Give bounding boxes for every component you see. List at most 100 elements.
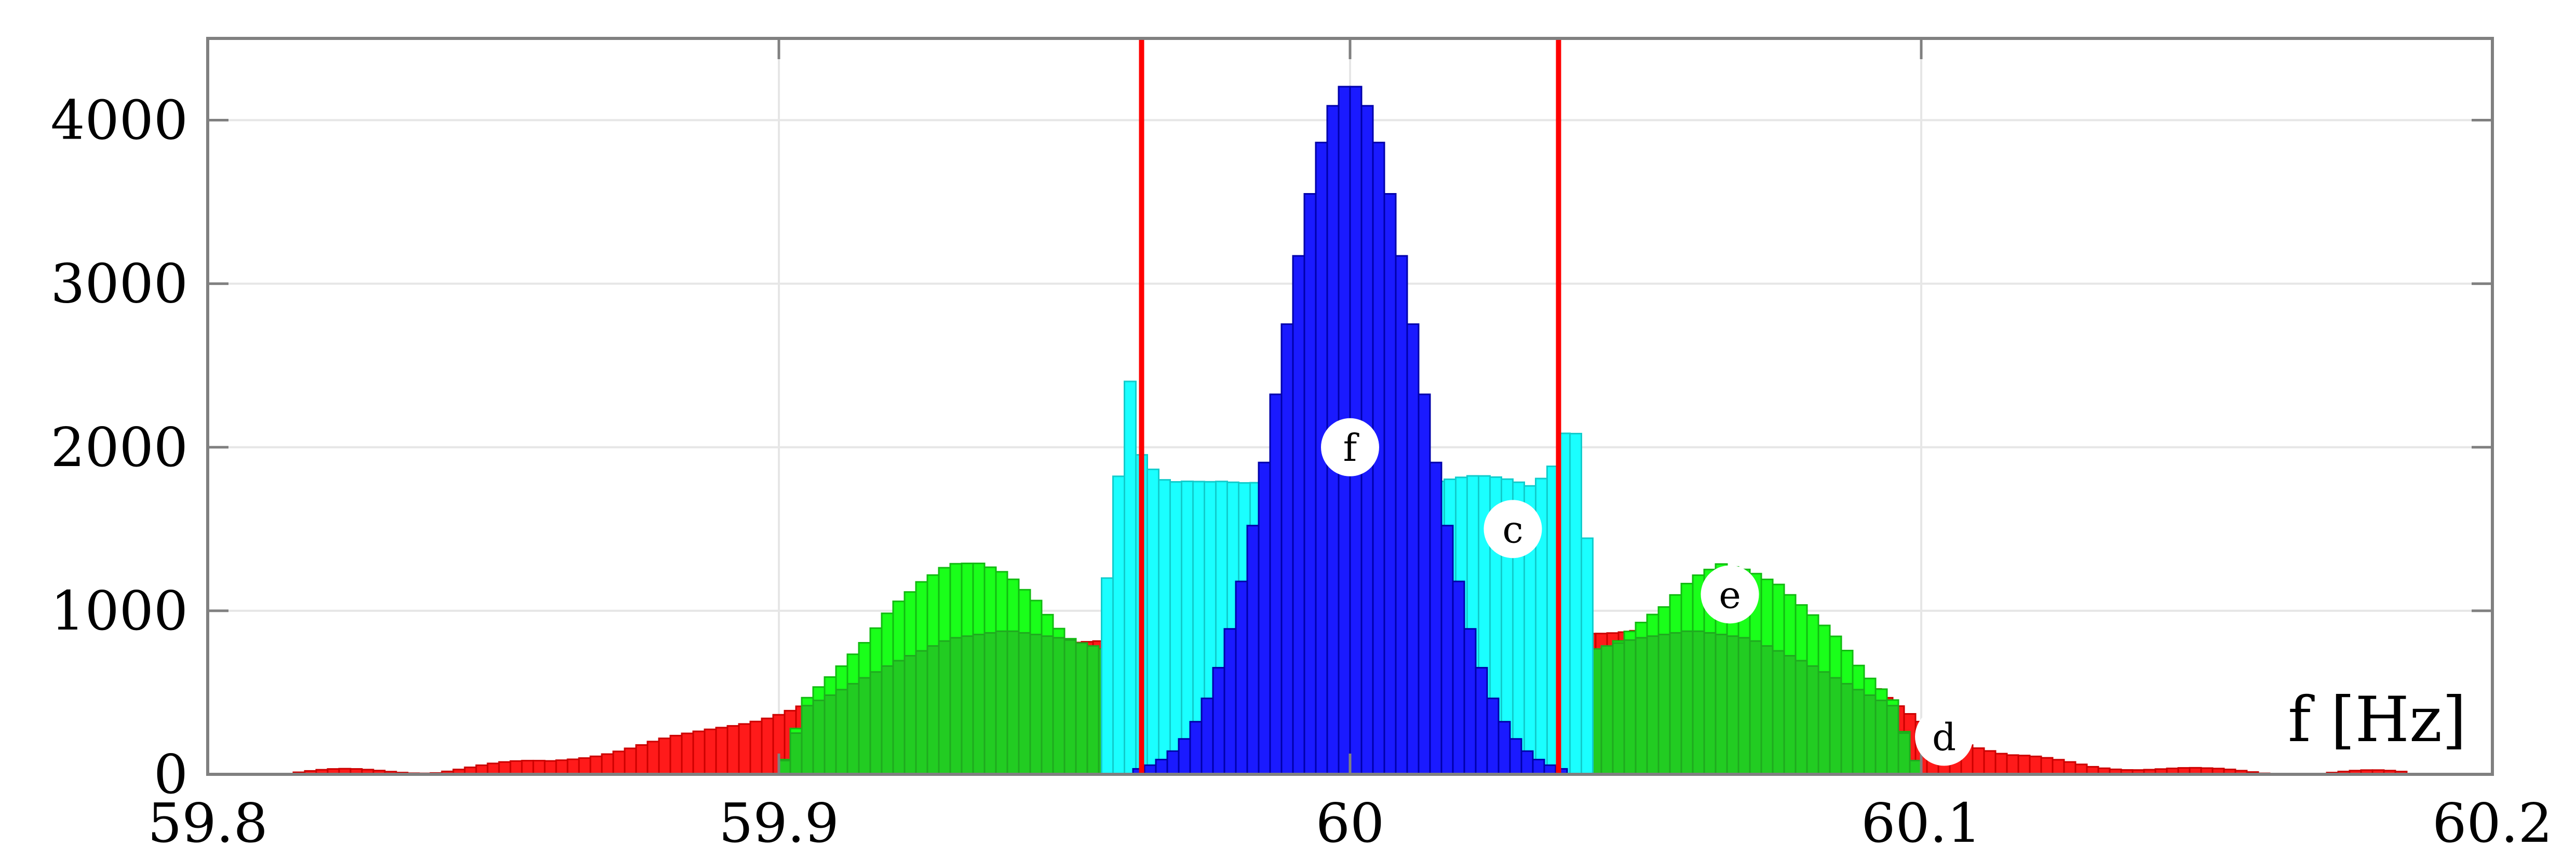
histogram-bar-e-shadow <box>1761 646 1773 774</box>
histogram-bar-f <box>1510 739 1521 774</box>
histogram-bar-d <box>705 729 716 774</box>
histogram-bar-e-shadow <box>1042 636 1053 774</box>
histogram-bar-f <box>1282 324 1293 774</box>
histogram-bar-e-shadow <box>836 690 847 774</box>
histogram-bar-f <box>1499 722 1510 774</box>
histogram-bar-e-shadow <box>1784 656 1796 774</box>
histogram-bar-c <box>1102 578 1113 774</box>
histogram-bar-d <box>1995 754 2007 774</box>
y-tick-label: 3000 <box>50 252 188 316</box>
histogram-bar-d <box>693 731 705 774</box>
histogram-bar-e-shadow <box>1773 651 1784 774</box>
histogram-bar-e-shadow <box>1693 631 1704 774</box>
histogram-bar-e-shadow <box>1681 631 1693 774</box>
histogram-bar-e-shadow <box>939 641 950 774</box>
histogram-bar-e-shadow <box>790 733 802 774</box>
histogram-bar-e-shadow <box>1898 733 1910 774</box>
histogram-bar-d <box>636 745 648 774</box>
histogram-bar-d <box>2030 756 2041 774</box>
x-tick-label: 60.1 <box>1861 791 1981 855</box>
histogram-bar-d <box>670 735 682 774</box>
histogram-bar-e-shadow <box>1624 640 1636 774</box>
histogram-bar-f <box>1521 751 1533 774</box>
histogram-bar-f <box>1441 526 1453 774</box>
histogram-bar-d <box>522 761 533 774</box>
histogram-bar-d <box>682 733 693 774</box>
histogram-bar-e-shadow <box>962 636 973 774</box>
histogram-bar-f <box>1202 699 1213 774</box>
histogram-bar-e-shadow <box>984 633 996 774</box>
histogram-bar-d <box>739 724 750 774</box>
histogram-bar-e-shadow <box>825 695 836 774</box>
histogram-bar-f <box>1179 739 1190 774</box>
histogram-bar-e-shadow <box>1601 646 1613 774</box>
y-tick-label: 2000 <box>50 416 188 479</box>
annotation-label: c <box>1502 508 1523 551</box>
histogram-bar-d <box>602 754 613 774</box>
histogram-bar-d <box>727 726 739 774</box>
histogram-bar-f <box>1167 751 1179 774</box>
histogram-bar-e-shadow <box>1647 636 1658 774</box>
histogram-bar-d <box>716 728 727 774</box>
histogram-bar-e-shadow <box>1636 638 1647 774</box>
histogram-bar-f <box>1293 256 1304 774</box>
histogram-bar-f <box>1156 760 1167 774</box>
histogram-bar-f <box>1270 394 1282 774</box>
histogram-bar-e-shadow <box>1796 661 1807 774</box>
histogram-bar-e-shadow <box>1076 643 1087 774</box>
histogram-bar-d <box>499 762 510 774</box>
y-tick-label: 1000 <box>50 579 188 643</box>
histogram-bar-c <box>1148 469 1159 774</box>
histogram-bar-c <box>1159 480 1170 774</box>
histogram-bar-d <box>750 721 762 774</box>
histogram-bar-d <box>2007 755 2018 774</box>
histogram-bar-c <box>1170 482 1182 774</box>
histogram-bar-e-shadow <box>1864 695 1876 774</box>
histogram-bar-e-shadow <box>1030 635 1042 774</box>
histogram-bar-f <box>1304 194 1316 774</box>
histogram-bar-d <box>2064 762 2075 774</box>
histogram-bar-e-shadow <box>1830 678 1841 774</box>
histogram-bar-e-shadow <box>1053 638 1064 774</box>
histogram-bar-e-shadow <box>1807 666 1818 774</box>
histogram-bar-e-shadow <box>1716 635 1727 774</box>
histogram-bar-c <box>1570 433 1582 774</box>
histogram-bar-c <box>1582 538 1593 774</box>
histogram-bar-e-shadow <box>1750 641 1761 774</box>
histogram-bar-e-shadow <box>1019 633 1030 774</box>
histogram-bar-e-shadow <box>1876 701 1887 774</box>
histogram-bar-f <box>1464 629 1476 774</box>
histogram-bar-d <box>568 759 579 774</box>
histogram-bar-e-shadow <box>859 678 870 774</box>
histogram-bar-d <box>2053 760 2064 774</box>
annotation-label: e <box>1719 573 1741 617</box>
histogram-bar-c <box>1113 476 1125 774</box>
histogram-bar-f <box>1533 760 1544 774</box>
histogram-bar-e-shadow <box>870 672 882 774</box>
histogram-bar-e-shadow <box>1704 633 1716 774</box>
histogram-bar-f <box>1487 699 1499 774</box>
histogram-bar-d <box>590 756 602 774</box>
histogram-bar-d <box>545 761 556 774</box>
histogram-bar-d <box>762 718 773 774</box>
histogram-bar-e-shadow <box>1064 640 1076 774</box>
histogram-bar-d <box>533 761 545 774</box>
y-tick-label: 4000 <box>50 89 188 152</box>
histogram-bar-d <box>579 758 590 774</box>
x-axis-label: f [Hz] <box>2288 684 2466 756</box>
histogram-bar-f <box>1453 581 1464 774</box>
histogram-bar-f <box>1213 668 1224 774</box>
x-tick-label: 60 <box>1316 791 1384 855</box>
y-tick-label: 0 <box>154 743 188 806</box>
histogram-bar-d <box>625 748 636 774</box>
histogram-bar-d <box>488 763 499 774</box>
histogram-bar-f <box>1247 526 1259 774</box>
histogram-bar-f <box>1419 394 1430 774</box>
histogram-bar-f <box>1476 668 1487 774</box>
histogram-bar-f <box>1236 581 1247 774</box>
x-tick-label: 60.2 <box>2432 791 2553 855</box>
histogram-bar-f <box>1384 194 1396 774</box>
histogram-bar-e-shadow <box>1007 631 1019 774</box>
histogram-bar-e-shadow <box>802 706 813 774</box>
